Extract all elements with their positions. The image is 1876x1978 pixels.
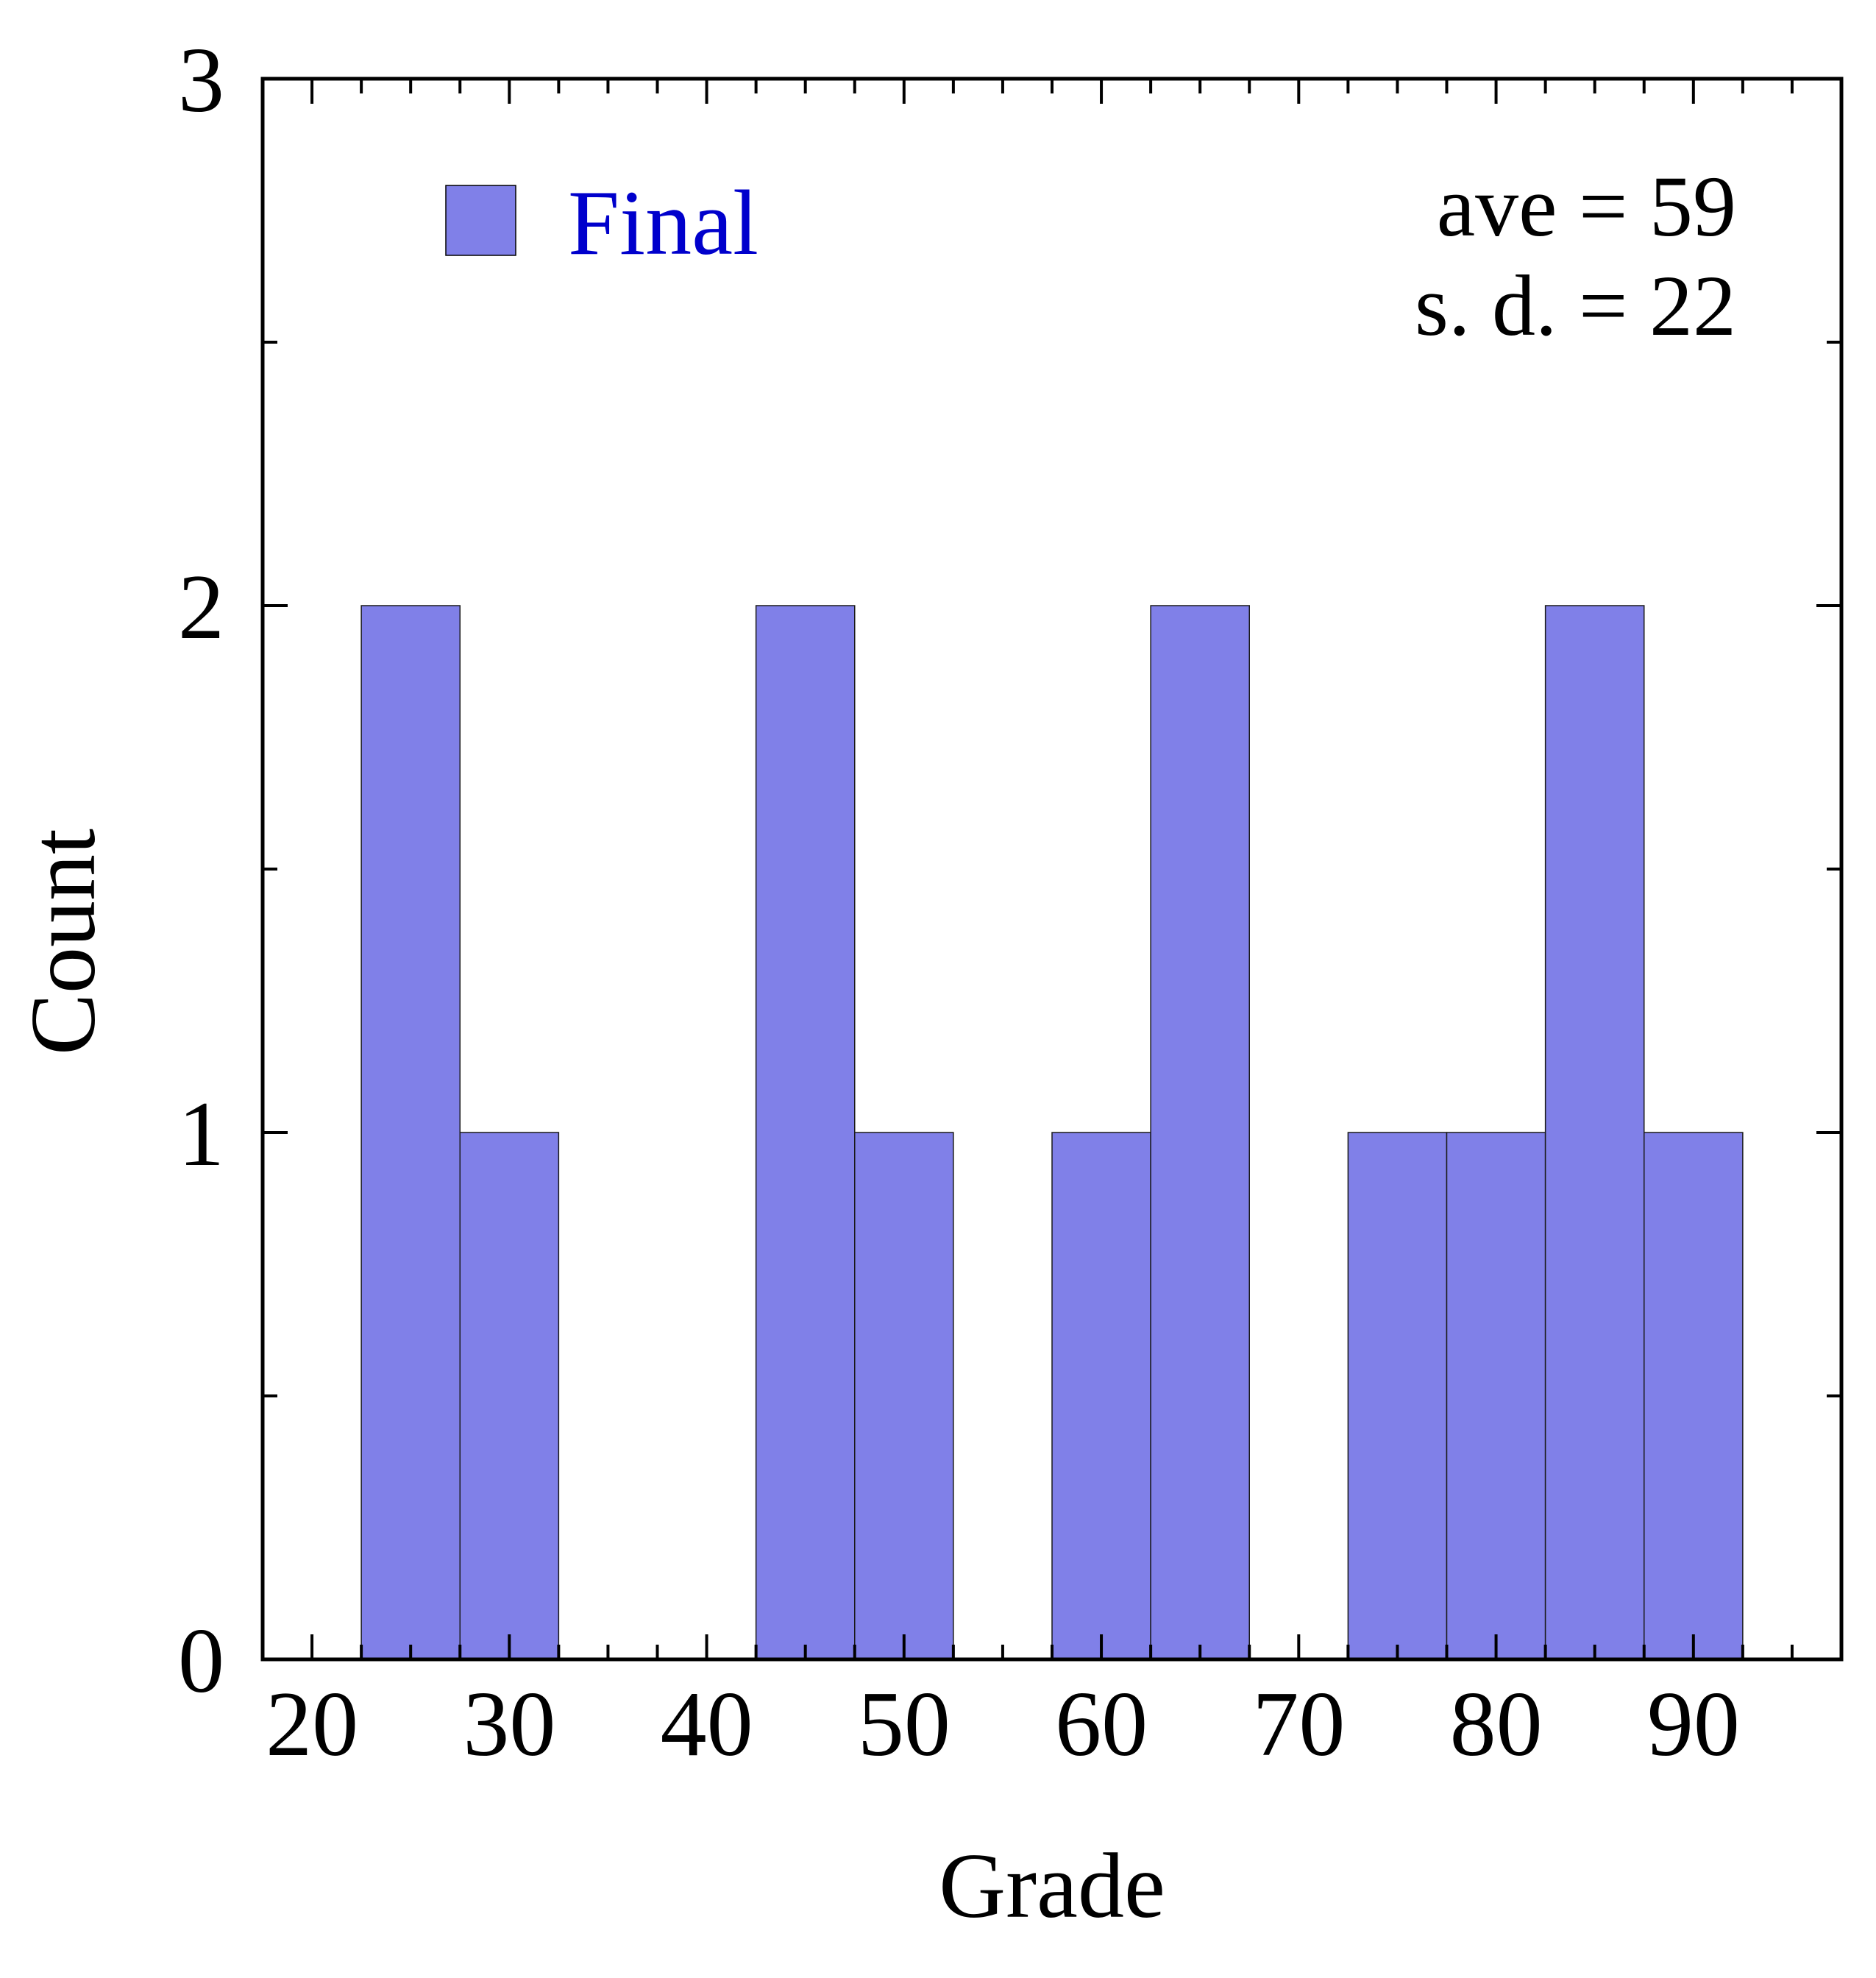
histogram-bar (1347, 1132, 1448, 1660)
x-tick-label: 20 (266, 1673, 358, 1776)
y-tick-label: 0 (178, 1610, 224, 1712)
y-tick-label: 3 (178, 29, 224, 132)
histogram-bar (1644, 1132, 1744, 1660)
y-tick-label: 2 (178, 556, 224, 659)
y-tick-label: 1 (178, 1083, 224, 1185)
average-annotation: ave = 59 (1437, 158, 1736, 255)
x-tick-label: 90 (1647, 1673, 1740, 1776)
ticks-group (263, 79, 1841, 1659)
histogram-bar (1544, 605, 1645, 1660)
legend-swatch (445, 185, 516, 256)
sd-annotation: s. d. = 22 (1415, 258, 1736, 354)
x-tick-label: 40 (661, 1673, 753, 1776)
histogram-bar (1150, 605, 1250, 1660)
legend-label: Final (568, 172, 758, 274)
histogram-bar (755, 605, 856, 1660)
x-axis-label: Grade (939, 1835, 1165, 1938)
plot-frame (260, 77, 1844, 1662)
tick-labels-group: 20 30 40 50 60 70 80 90 0 1 2 3 (178, 29, 1740, 1776)
y-axis-label: Count (13, 829, 115, 1055)
x-tick-label: 50 (858, 1673, 951, 1776)
x-tick-label: 80 (1450, 1673, 1543, 1776)
x-tick-label: 60 (1055, 1673, 1148, 1776)
bars-group (360, 605, 1744, 1660)
x-tick-label: 30 (463, 1673, 555, 1776)
histogram-bar (1051, 1132, 1151, 1660)
histogram-bar (1446, 1132, 1546, 1660)
histogram-bar (360, 605, 461, 1660)
histogram-bar (459, 1132, 560, 1660)
histogram-bar (854, 1132, 954, 1660)
x-tick-label: 70 (1252, 1673, 1345, 1776)
